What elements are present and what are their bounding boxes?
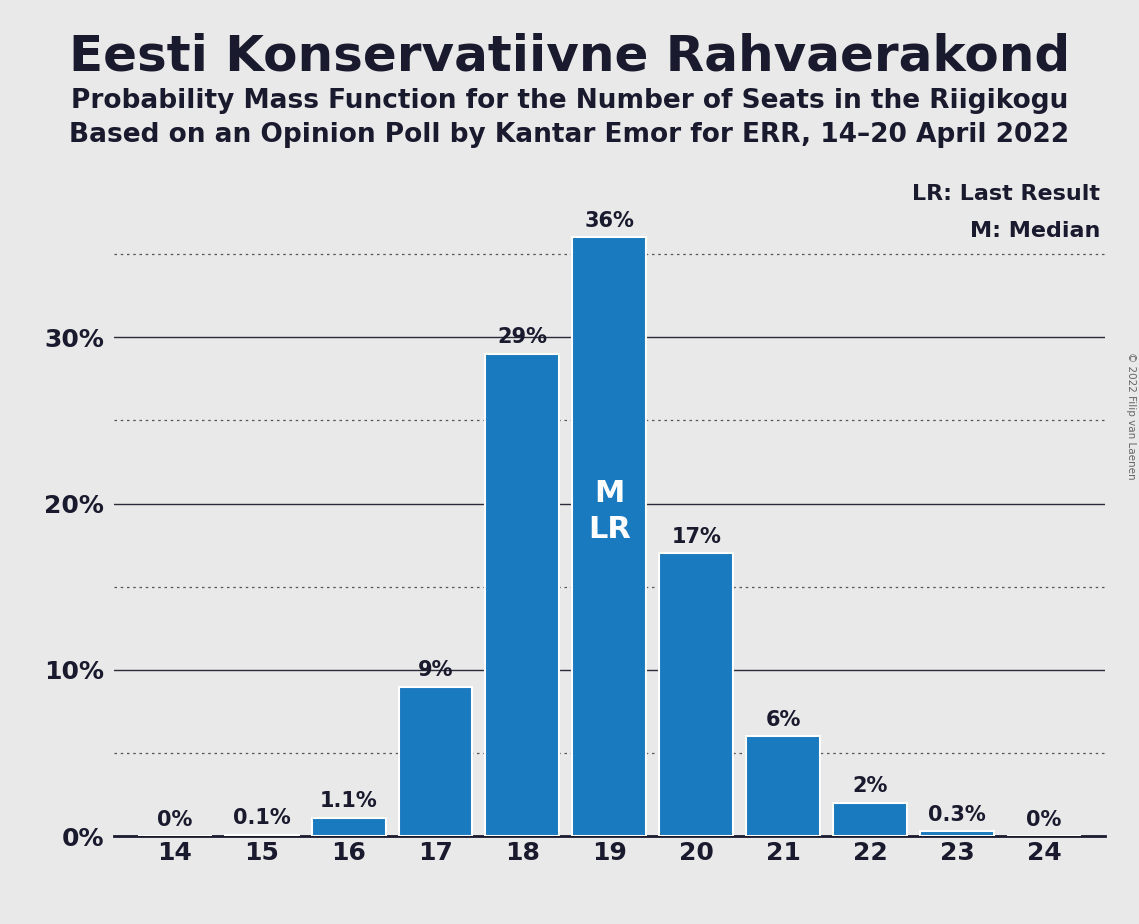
- Text: Probability Mass Function for the Number of Seats in the Riigikogu: Probability Mass Function for the Number…: [71, 88, 1068, 114]
- Text: 0.1%: 0.1%: [232, 808, 290, 828]
- Text: © 2022 Filip van Laenen: © 2022 Filip van Laenen: [1126, 352, 1136, 480]
- Text: 1.1%: 1.1%: [320, 791, 377, 811]
- Bar: [834, 803, 907, 836]
- Text: 29%: 29%: [498, 327, 548, 347]
- Text: 0%: 0%: [157, 809, 192, 830]
- Text: 0%: 0%: [1026, 809, 1062, 830]
- Bar: [920, 832, 994, 836]
- Text: M: Median: M: Median: [970, 221, 1100, 241]
- Bar: [746, 736, 820, 836]
- Bar: [312, 818, 385, 836]
- Text: M
LR: M LR: [588, 480, 631, 544]
- Text: Based on an Opinion Poll by Kantar Emor for ERR, 14–20 April 2022: Based on an Opinion Poll by Kantar Emor …: [69, 122, 1070, 148]
- Bar: [224, 834, 298, 836]
- Text: 0.3%: 0.3%: [928, 805, 986, 824]
- Bar: [485, 354, 559, 836]
- Bar: [573, 237, 646, 836]
- Text: 17%: 17%: [671, 527, 721, 547]
- Text: 2%: 2%: [852, 776, 887, 796]
- Bar: [659, 553, 734, 836]
- Text: LR: Last Result: LR: Last Result: [912, 184, 1100, 204]
- Text: 9%: 9%: [418, 660, 453, 680]
- Bar: [399, 687, 473, 836]
- Text: Eesti Konservatiivne Rahvaerakond: Eesti Konservatiivne Rahvaerakond: [68, 32, 1071, 80]
- Text: 36%: 36%: [584, 211, 634, 231]
- Text: 6%: 6%: [765, 710, 801, 730]
